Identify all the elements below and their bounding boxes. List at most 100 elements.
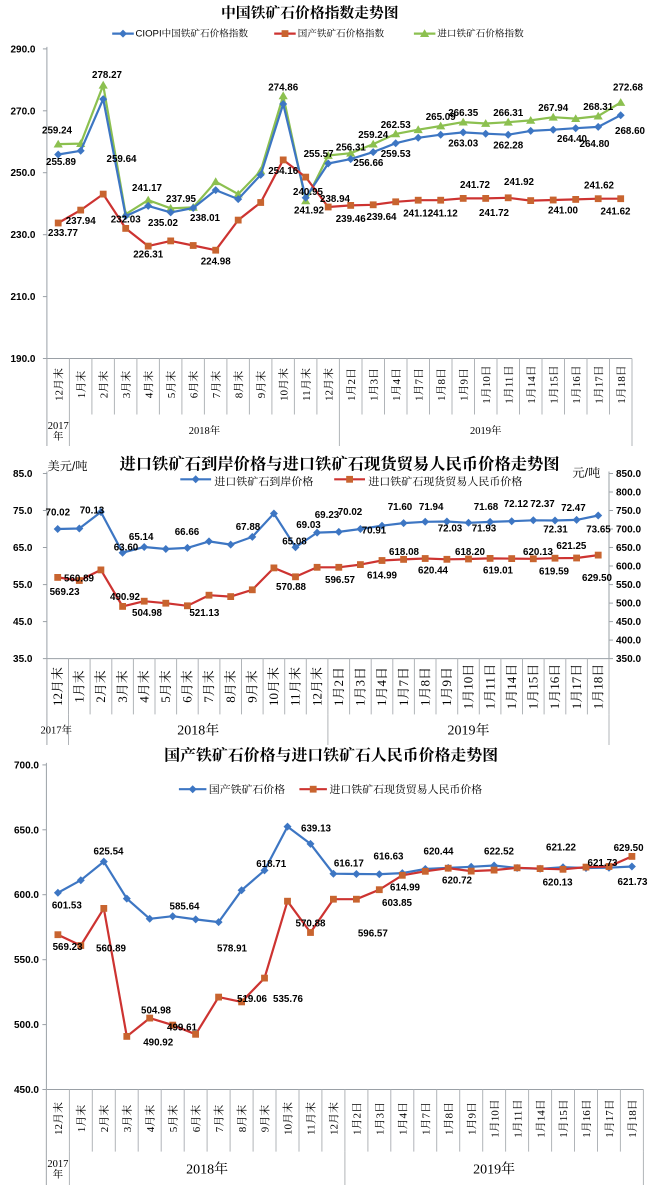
svg-text:596.57: 596.57 xyxy=(358,929,389,940)
svg-text:255.89: 255.89 xyxy=(46,157,77,168)
svg-text:67.88: 67.88 xyxy=(236,522,261,533)
svg-text:1: 1 xyxy=(616,398,628,404)
svg-text:750.0: 750.0 xyxy=(616,506,641,517)
svg-text:490.92: 490.92 xyxy=(110,592,141,603)
svg-text:9: 9 xyxy=(245,696,260,703)
svg-text:17: 17 xyxy=(604,1110,616,1122)
svg-text:1: 1 xyxy=(458,396,470,402)
svg-text:8: 8 xyxy=(237,1126,249,1132)
svg-text:259.53: 259.53 xyxy=(381,149,412,160)
svg-text:629.50: 629.50 xyxy=(614,843,645,854)
svg-text:240.95: 240.95 xyxy=(293,187,324,198)
svg-text:11: 11 xyxy=(503,377,515,388)
svg-text:2018: 2018 xyxy=(186,1162,214,1177)
svg-text:1: 1 xyxy=(398,1130,410,1136)
svg-text:11: 11 xyxy=(301,390,313,401)
svg-text:71.68: 71.68 xyxy=(474,502,499,513)
svg-text:241.12: 241.12 xyxy=(403,209,434,220)
svg-text:2017: 2017 xyxy=(41,726,62,737)
svg-text:2: 2 xyxy=(98,393,110,399)
svg-text:241.92: 241.92 xyxy=(294,206,325,217)
svg-text:267.94: 267.94 xyxy=(538,103,569,114)
svg-text:278.27: 278.27 xyxy=(92,70,123,81)
svg-text:239.64: 239.64 xyxy=(367,212,398,223)
svg-text:1: 1 xyxy=(547,703,562,710)
svg-text:450.0: 450.0 xyxy=(14,1085,39,1096)
svg-text:270.0: 270.0 xyxy=(10,106,35,117)
svg-text:14: 14 xyxy=(526,376,538,388)
svg-text:519.06: 519.06 xyxy=(237,994,268,1005)
svg-text:10: 10 xyxy=(481,376,493,388)
svg-text:237.94: 237.94 xyxy=(66,216,97,227)
svg-text:11: 11 xyxy=(288,693,303,706)
svg-text:6: 6 xyxy=(191,1126,203,1132)
svg-text:1: 1 xyxy=(417,700,432,707)
svg-text:262.53: 262.53 xyxy=(381,120,412,131)
svg-text:1: 1 xyxy=(331,700,346,707)
svg-text:241.17: 241.17 xyxy=(132,183,163,194)
svg-text:7: 7 xyxy=(413,379,425,385)
svg-text:490.92: 490.92 xyxy=(143,1037,174,1048)
svg-text:625.54: 625.54 xyxy=(94,846,125,857)
svg-text:15: 15 xyxy=(526,677,541,690)
svg-text:8: 8 xyxy=(223,696,238,703)
svg-text:71.60: 71.60 xyxy=(388,502,413,513)
svg-text:16: 16 xyxy=(547,676,562,690)
svg-text:618.20: 618.20 xyxy=(455,547,486,558)
svg-text:1: 1 xyxy=(396,700,411,707)
svg-text:190.0: 190.0 xyxy=(10,354,35,365)
svg-text:2019: 2019 xyxy=(470,426,491,437)
svg-text:1: 1 xyxy=(503,398,515,404)
svg-text:1: 1 xyxy=(526,703,541,710)
svg-text:/: / xyxy=(585,466,589,480)
svg-text:1: 1 xyxy=(504,703,519,710)
svg-text:2: 2 xyxy=(99,1127,111,1133)
svg-text:7: 7 xyxy=(201,696,216,703)
svg-text:616.17: 616.17 xyxy=(334,858,365,869)
svg-text:535.76: 535.76 xyxy=(273,994,304,1005)
svg-text:614.99: 614.99 xyxy=(390,883,421,894)
svg-text:11: 11 xyxy=(512,1111,524,1122)
svg-text:4: 4 xyxy=(391,379,403,385)
svg-text:15: 15 xyxy=(548,376,560,388)
svg-text:70.91: 70.91 xyxy=(362,526,387,537)
svg-text:7: 7 xyxy=(214,1126,226,1132)
svg-text:500.0: 500.0 xyxy=(616,599,641,610)
svg-text:259.24: 259.24 xyxy=(42,126,73,137)
svg-text:4: 4 xyxy=(136,696,151,703)
svg-text:560.89: 560.89 xyxy=(96,944,127,955)
svg-text:55.0: 55.0 xyxy=(13,580,33,591)
svg-text:45.0: 45.0 xyxy=(13,617,33,628)
svg-text:2018: 2018 xyxy=(177,724,205,739)
svg-text:8: 8 xyxy=(436,379,448,385)
svg-text:10: 10 xyxy=(461,677,476,690)
svg-text:12: 12 xyxy=(323,390,335,401)
svg-text:621.73: 621.73 xyxy=(588,858,619,869)
svg-text:1: 1 xyxy=(569,703,584,710)
svg-text:1: 1 xyxy=(481,398,493,404)
svg-text:12: 12 xyxy=(329,1124,341,1135)
svg-text:3: 3 xyxy=(115,696,130,703)
svg-text:237.95: 237.95 xyxy=(166,194,197,205)
svg-text:700.0: 700.0 xyxy=(14,760,39,771)
svg-text:226.31: 226.31 xyxy=(133,250,164,261)
svg-text:18: 18 xyxy=(627,1110,639,1122)
svg-text:614.99: 614.99 xyxy=(367,571,398,582)
svg-text:11: 11 xyxy=(482,677,497,690)
svg-text:4: 4 xyxy=(374,680,389,687)
svg-text:7: 7 xyxy=(421,1113,433,1119)
svg-text:1: 1 xyxy=(571,398,583,404)
svg-text:601.53: 601.53 xyxy=(52,901,83,912)
svg-text:1: 1 xyxy=(76,1127,88,1133)
svg-text:500.0: 500.0 xyxy=(14,1020,39,1031)
svg-text:12: 12 xyxy=(53,1124,65,1135)
svg-text:1: 1 xyxy=(482,703,497,710)
svg-text:266.31: 266.31 xyxy=(493,108,524,119)
svg-text:12: 12 xyxy=(53,390,65,401)
svg-text:241.62: 241.62 xyxy=(601,207,632,218)
svg-text:256.31: 256.31 xyxy=(336,143,367,154)
svg-text:4: 4 xyxy=(398,1113,410,1119)
svg-text:600.0: 600.0 xyxy=(616,562,641,573)
svg-text:2: 2 xyxy=(93,696,108,703)
svg-text:250.0: 250.0 xyxy=(10,168,35,179)
